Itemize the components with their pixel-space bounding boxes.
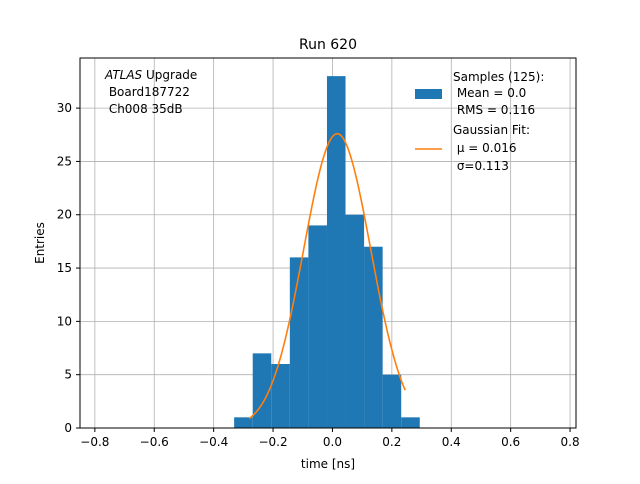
x-tick-label: −0.8	[80, 435, 109, 449]
histogram-bar	[252, 353, 272, 428]
histogram-bar	[401, 417, 420, 428]
histogram-bar	[326, 76, 346, 428]
x-tick-label: 0.2	[382, 435, 401, 449]
histogram-bar	[271, 364, 290, 428]
x-tick-label: 0.4	[442, 435, 461, 449]
y-axis-ticks: 0 5 10 15 20 25 30	[57, 101, 80, 435]
histogram-bars	[234, 76, 420, 428]
x-axis-label: time [ns]	[301, 457, 355, 471]
x-tick-label: 0.6	[501, 435, 520, 449]
legend-hist-swatch	[415, 89, 442, 99]
y-axis-label: Entries	[33, 222, 47, 264]
x-tick-label: −0.6	[140, 435, 169, 449]
upgrade-label: Upgrade	[142, 68, 197, 82]
x-axis-ticks: −0.8 −0.6 −0.4 −0.2 0.0 0.2 0.4 0.6 0.8	[80, 428, 580, 449]
y-tick-label: 0	[64, 421, 72, 435]
plot-frame	[79, 57, 577, 429]
x-tick-label: −0.2	[258, 435, 287, 449]
legend-fit-sigma: σ=0.113	[453, 159, 509, 173]
annotation-channel: Ch008 35dB	[105, 102, 183, 116]
legend-fit-title: Gaussian Fit:	[453, 123, 530, 137]
histogram-bar	[308, 225, 327, 428]
atlas-label: ATLAS	[104, 68, 143, 82]
legend: Samples (125): Mean = 0.0 RMS = 0.116 Ga…	[415, 70, 544, 173]
annotation-line-1: ATLAS Upgrade	[104, 68, 197, 82]
histogram-bar	[345, 214, 365, 428]
atlas-annotation: ATLAS Upgrade Board187722 Ch008 35dB	[104, 68, 197, 116]
legend-hist-rms: RMS = 0.116	[453, 103, 535, 117]
x-tick-label: 0.8	[561, 435, 580, 449]
histogram-bar	[234, 417, 253, 428]
chart-title: Run 620	[299, 37, 357, 53]
histogram-bar	[364, 246, 383, 428]
histogram-bar	[382, 374, 402, 428]
gaussian-fit-line	[248, 132, 406, 420]
y-tick-label: 30	[57, 101, 72, 115]
x-tick-label: −0.4	[199, 435, 228, 449]
x-tick-label: 0.0	[323, 435, 342, 449]
legend-hist-title: Samples (125):	[453, 70, 544, 84]
y-tick-label: 25	[57, 154, 72, 168]
legend-hist-mean: Mean = 0.0	[453, 86, 526, 100]
histogram-bar	[289, 257, 309, 428]
y-tick-label: 10	[57, 314, 72, 328]
legend-fit-mu: μ = 0.016	[453, 141, 517, 155]
y-tick-label: 15	[57, 261, 72, 275]
gaussian-fit	[248, 132, 406, 420]
y-tick-label: 20	[57, 208, 72, 222]
y-tick-label: 5	[64, 368, 72, 382]
annotation-board: Board187722	[105, 85, 190, 99]
